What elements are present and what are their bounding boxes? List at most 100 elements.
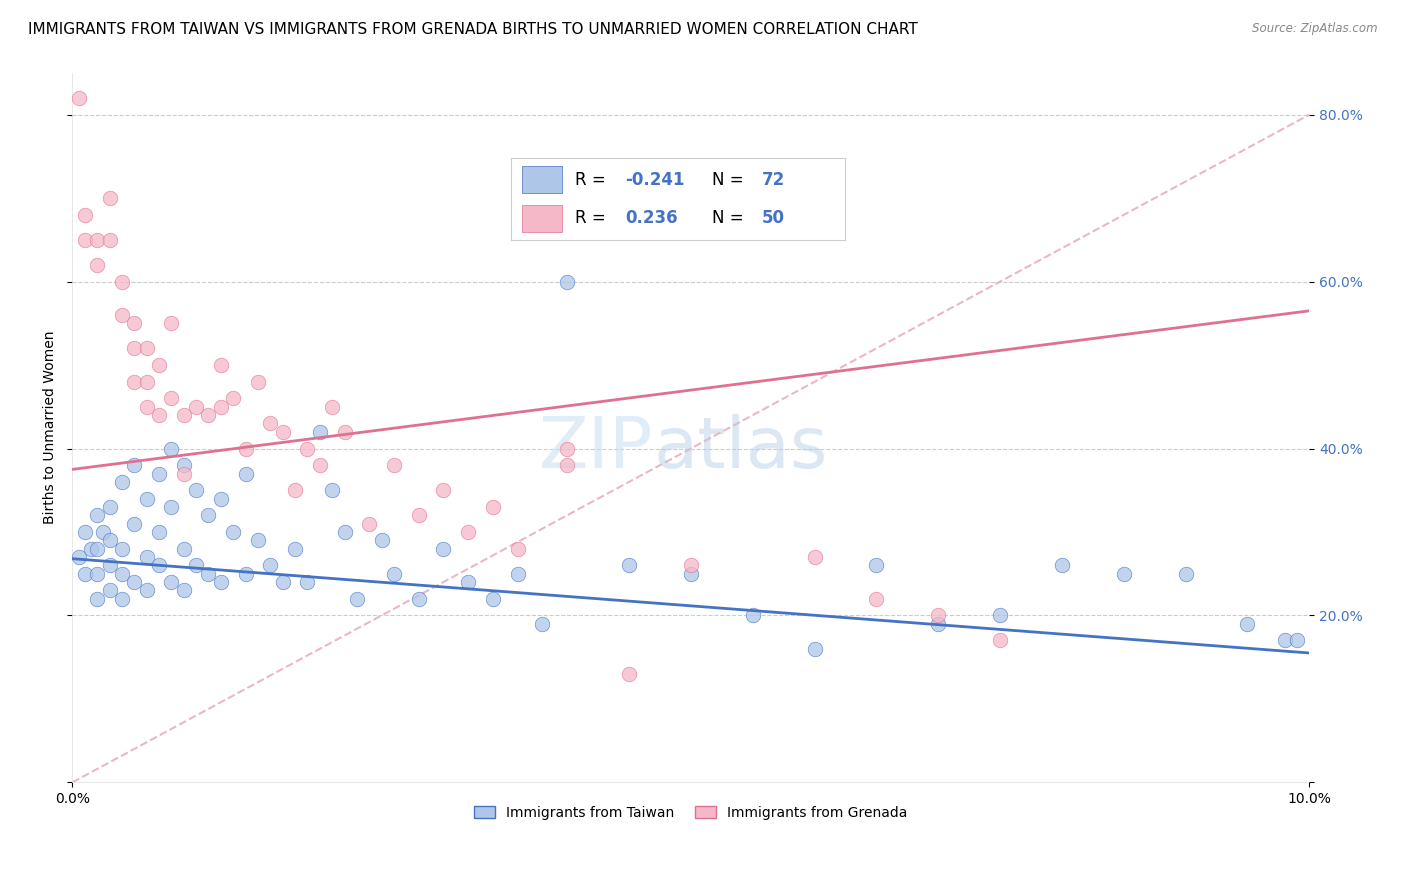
Point bbox=[235, 566, 257, 581]
Point bbox=[111, 475, 134, 489]
Point bbox=[135, 342, 157, 356]
Point bbox=[457, 524, 479, 539]
Point bbox=[111, 275, 134, 289]
Point bbox=[555, 458, 578, 473]
Point bbox=[803, 641, 825, 656]
Point bbox=[111, 566, 134, 581]
Point bbox=[235, 442, 257, 456]
Point bbox=[67, 549, 90, 564]
Point bbox=[86, 233, 108, 247]
Point bbox=[408, 591, 430, 606]
Point bbox=[86, 566, 108, 581]
Point bbox=[1112, 566, 1135, 581]
Point bbox=[111, 591, 134, 606]
Point bbox=[98, 583, 121, 598]
Point bbox=[173, 408, 195, 422]
Point bbox=[408, 508, 430, 523]
Point bbox=[284, 483, 307, 498]
Point bbox=[297, 575, 319, 590]
Point bbox=[988, 633, 1011, 648]
Point bbox=[803, 549, 825, 564]
Point bbox=[148, 408, 170, 422]
Point bbox=[506, 566, 529, 581]
Point bbox=[98, 233, 121, 247]
Text: ZIP: ZIP bbox=[540, 415, 654, 483]
Point bbox=[173, 583, 195, 598]
Point bbox=[308, 425, 330, 439]
Point bbox=[865, 591, 887, 606]
Point bbox=[482, 591, 505, 606]
Point bbox=[235, 467, 257, 481]
Point bbox=[1274, 633, 1296, 648]
Point bbox=[482, 500, 505, 514]
Text: Source: ZipAtlas.com: Source: ZipAtlas.com bbox=[1253, 22, 1378, 36]
Point bbox=[271, 575, 294, 590]
Point bbox=[122, 375, 145, 389]
Point bbox=[86, 541, 108, 556]
Point bbox=[222, 392, 245, 406]
Point bbox=[135, 549, 157, 564]
Point bbox=[73, 208, 96, 222]
Y-axis label: Births to Unmarried Women: Births to Unmarried Women bbox=[44, 331, 58, 524]
Point bbox=[209, 400, 232, 414]
Point bbox=[184, 483, 207, 498]
Point bbox=[135, 375, 157, 389]
Point bbox=[865, 558, 887, 573]
Point bbox=[73, 233, 96, 247]
Point bbox=[98, 533, 121, 548]
Point bbox=[122, 575, 145, 590]
Point bbox=[679, 566, 702, 581]
Point bbox=[86, 258, 108, 272]
Point bbox=[173, 541, 195, 556]
Point bbox=[80, 541, 103, 556]
Point bbox=[506, 541, 529, 556]
Point bbox=[73, 566, 96, 581]
Text: atlas: atlas bbox=[654, 415, 828, 483]
Point bbox=[160, 575, 183, 590]
Point bbox=[122, 516, 145, 531]
Point bbox=[160, 392, 183, 406]
Point bbox=[1236, 616, 1258, 631]
Point bbox=[457, 575, 479, 590]
Point bbox=[1050, 558, 1073, 573]
Point bbox=[284, 541, 307, 556]
Point bbox=[321, 483, 343, 498]
Point bbox=[555, 275, 578, 289]
Point bbox=[111, 308, 134, 322]
Point bbox=[382, 566, 405, 581]
Point bbox=[308, 458, 330, 473]
Point bbox=[321, 400, 343, 414]
Point bbox=[617, 558, 640, 573]
Point bbox=[160, 442, 183, 456]
Point bbox=[259, 417, 281, 431]
Point bbox=[160, 316, 183, 330]
Point bbox=[148, 358, 170, 372]
Point bbox=[209, 575, 232, 590]
Point bbox=[173, 467, 195, 481]
Point bbox=[148, 524, 170, 539]
Point bbox=[197, 408, 219, 422]
Point bbox=[297, 442, 319, 456]
Point bbox=[184, 400, 207, 414]
Point bbox=[173, 458, 195, 473]
Point bbox=[927, 608, 949, 623]
Point bbox=[160, 500, 183, 514]
Point bbox=[382, 458, 405, 473]
Point bbox=[209, 491, 232, 506]
Point bbox=[222, 524, 245, 539]
Point bbox=[122, 458, 145, 473]
Point bbox=[246, 375, 269, 389]
Point bbox=[271, 425, 294, 439]
Point bbox=[988, 608, 1011, 623]
Point bbox=[86, 591, 108, 606]
Point bbox=[135, 583, 157, 598]
Point bbox=[122, 316, 145, 330]
Point bbox=[197, 566, 219, 581]
Point bbox=[135, 491, 157, 506]
Point bbox=[67, 91, 90, 105]
Point bbox=[197, 508, 219, 523]
Point bbox=[73, 524, 96, 539]
Point bbox=[122, 342, 145, 356]
Text: IMMIGRANTS FROM TAIWAN VS IMMIGRANTS FROM GRENADA BIRTHS TO UNMARRIED WOMEN CORR: IMMIGRANTS FROM TAIWAN VS IMMIGRANTS FRO… bbox=[28, 22, 918, 37]
Point bbox=[1174, 566, 1197, 581]
